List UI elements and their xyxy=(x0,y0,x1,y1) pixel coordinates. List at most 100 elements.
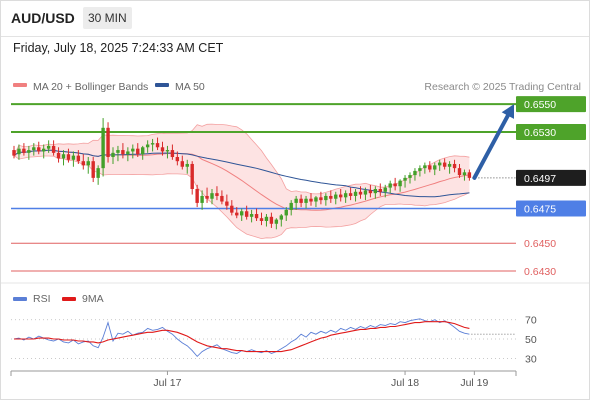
candle-body xyxy=(190,163,194,189)
candle-body xyxy=(264,216,269,221)
candle-body xyxy=(145,144,150,148)
candle-body xyxy=(378,189,382,192)
timestamp: Friday, July 18, 2025 7:24:33 AM CET xyxy=(13,41,224,55)
candle-body xyxy=(244,211,249,217)
candle-body xyxy=(32,147,36,151)
candle-body xyxy=(185,163,189,167)
symbol-label[interactable]: AUD/USD xyxy=(11,10,75,26)
candle-body xyxy=(398,180,402,187)
candle-body xyxy=(215,193,219,196)
level-label-0.6530: 0.6530 xyxy=(524,127,556,139)
interval-button[interactable]: 30 MIN xyxy=(83,7,132,29)
candle-body xyxy=(195,189,199,203)
x-tick-label: Jul 17 xyxy=(153,377,181,389)
x-tick-label: Jul 19 xyxy=(460,377,488,389)
candle-body xyxy=(235,212,239,216)
candle-body xyxy=(116,150,120,153)
candle-body xyxy=(423,165,427,169)
level-label-0.6475: 0.6475 xyxy=(524,203,556,215)
candle-body xyxy=(96,168,100,178)
candle-body xyxy=(418,168,422,171)
legend-swatch-rsi xyxy=(13,297,27,301)
candle-body xyxy=(81,161,85,166)
candle-body xyxy=(413,170,417,176)
candle-body xyxy=(388,183,392,188)
candle-body xyxy=(259,218,264,221)
candle-body xyxy=(309,198,313,202)
candle-body xyxy=(284,209,288,216)
rsi-tick-50: 50 xyxy=(525,334,537,346)
candle-body xyxy=(329,195,333,199)
legend-swatch-9ma xyxy=(62,297,76,301)
time-axis: Jul 17 Jul 18 Jul 19 xyxy=(10,371,517,389)
candle-body xyxy=(343,193,348,198)
rsi-tick-30: 30 xyxy=(525,353,537,365)
candle-body xyxy=(106,127,110,158)
candle-body xyxy=(274,219,279,224)
candle-body xyxy=(433,165,437,170)
candle-body xyxy=(200,195,204,203)
candle-body xyxy=(101,127,105,169)
candle-body xyxy=(37,147,41,152)
candle-body xyxy=(51,145,56,153)
credit-label: Research © 2025 Trading Central xyxy=(424,81,581,93)
current-price-badge xyxy=(516,169,586,186)
candle-body xyxy=(289,202,293,210)
price-pane: 0.6550 0.6530 0.6475 0.6450 0.6430 0.6497 xyxy=(11,96,586,278)
level-label-0.6430: 0.6430 xyxy=(524,266,556,278)
candle-body xyxy=(383,187,387,192)
level-label-0.6550: 0.6550 xyxy=(524,99,556,111)
current-price-label: 0.6497 xyxy=(524,173,556,185)
candle-body xyxy=(180,161,184,167)
forecast-arrow-head xyxy=(501,104,515,119)
rsi-pane: 70 50 30 xyxy=(11,315,537,365)
candle-body xyxy=(131,148,135,152)
candle-body xyxy=(363,190,368,195)
candle-body xyxy=(408,175,412,178)
candle-body xyxy=(249,214,254,217)
candle-body xyxy=(170,150,175,158)
candle-body xyxy=(155,143,160,148)
candle-body xyxy=(279,215,283,220)
level-label-0.6450: 0.6450 xyxy=(524,238,556,250)
candle-body xyxy=(175,157,180,162)
candle-body xyxy=(76,155,81,162)
candle-body xyxy=(403,177,407,181)
candle-body xyxy=(46,145,51,149)
candle-body xyxy=(368,190,373,194)
candle-body xyxy=(358,191,363,195)
candle-body xyxy=(269,216,274,224)
candle-body xyxy=(230,205,234,213)
candle-body xyxy=(348,193,353,196)
legend-label-9ma: 9MA xyxy=(82,293,104,305)
candle-body xyxy=(339,194,343,198)
x-tick-label: Jul 18 xyxy=(391,377,419,389)
candle-body xyxy=(373,189,378,194)
candle-body xyxy=(442,162,447,167)
candle-body xyxy=(457,168,462,176)
candle-body xyxy=(324,195,328,201)
candle-body xyxy=(91,161,95,178)
bollinger-lower-line xyxy=(13,155,470,240)
candle-body xyxy=(304,198,308,203)
candle-body xyxy=(66,154,71,160)
candle-body xyxy=(126,151,130,155)
candle-body xyxy=(353,191,358,196)
candle-body xyxy=(165,150,170,152)
candle-body xyxy=(467,172,472,178)
candle-body xyxy=(447,163,452,167)
level-badge-0.6530 xyxy=(516,123,586,140)
candle-body xyxy=(121,150,125,155)
legend-label-ma50: MA 50 xyxy=(175,81,205,93)
candle-body xyxy=(240,211,244,216)
candle-body xyxy=(462,172,467,176)
candle-body xyxy=(12,150,16,156)
candle-body xyxy=(61,154,66,159)
candle-body xyxy=(294,198,298,203)
candle-body xyxy=(225,201,229,206)
candle-body xyxy=(150,143,155,145)
candle-body xyxy=(428,165,432,170)
candle-body xyxy=(86,161,90,166)
rsi-tick-70: 70 xyxy=(525,315,537,327)
